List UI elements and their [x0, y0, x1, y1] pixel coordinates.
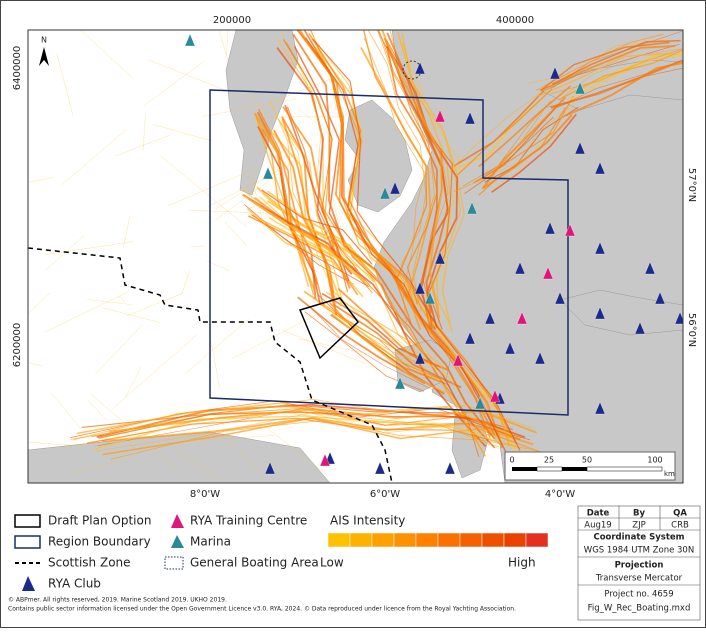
info-text: Transverse Mercator: [595, 574, 683, 584]
top-tick: 400000: [496, 15, 534, 26]
legend-label: RYA Training Centre: [190, 514, 307, 528]
ramp-cell: [372, 533, 394, 547]
map-area: 0 25 50 100 km N: [0, 0, 706, 485]
credit: © ABPmer. All rights reserved, 2019. Mar…: [8, 597, 227, 604]
left-tick: 6200000: [12, 323, 23, 368]
scale-label: 100: [647, 456, 662, 465]
ais-low: Low: [320, 556, 344, 570]
scale-label: 50: [582, 456, 592, 465]
info-text: WGS 1984 UTM Zone 30N: [584, 546, 694, 556]
ramp-cell: [482, 533, 504, 547]
legend-label: General Boating Area: [190, 556, 319, 570]
scale-bar: [587, 467, 662, 471]
bottom-tick: 4°0'W: [545, 489, 575, 500]
info-value: Aug19: [584, 521, 611, 531]
ramp-cell: [394, 533, 416, 547]
ais-title: AIS Intensity: [330, 514, 405, 528]
bottom-tick: 6°0'W: [370, 489, 400, 500]
legend-label: Draft Plan Option: [48, 514, 151, 528]
info-title: Projection: [615, 561, 664, 571]
ais-high: High: [508, 556, 536, 570]
ramp-cell: [526, 533, 548, 547]
info-text: Fig_W_Rec_Boating.mxd: [588, 604, 691, 614]
right-tick: 56°0'N: [686, 313, 697, 347]
legend-label: Marina: [190, 535, 231, 549]
legend-label: RYA Club: [48, 577, 101, 591]
info-title: Coordinate System: [593, 533, 684, 543]
ramp-cell: [328, 533, 350, 547]
ais-ramp: [328, 533, 548, 547]
north-label: N: [41, 36, 47, 45]
ramp-cell: [416, 533, 438, 547]
scale-label: 0: [509, 456, 514, 465]
left-tick: 6400000: [12, 46, 23, 91]
ramp-cell: [460, 533, 482, 547]
info-value: ZJP: [632, 521, 645, 531]
ramp-cell: [350, 533, 372, 547]
ramp-cell: [438, 533, 460, 547]
credit: Contains public sector information licen…: [8, 606, 516, 613]
scale-unit: km: [664, 470, 675, 478]
right-tick: 57°0'N: [686, 168, 697, 202]
legend-label: Region Boundary: [48, 535, 151, 549]
scale-label: 25: [544, 456, 554, 465]
info-text: Project no. 4659: [604, 590, 673, 600]
info-value: CRB: [671, 521, 689, 531]
legend-label: Scottish Zone: [48, 556, 131, 570]
scale-bar: [537, 467, 562, 471]
info-header: QA: [673, 509, 687, 519]
ramp-cell: [504, 533, 526, 547]
bottom-tick: 8°0'W: [190, 489, 220, 500]
info-header: Date: [587, 509, 610, 519]
top-tick: 200000: [213, 15, 251, 26]
info-header: By: [633, 509, 645, 519]
